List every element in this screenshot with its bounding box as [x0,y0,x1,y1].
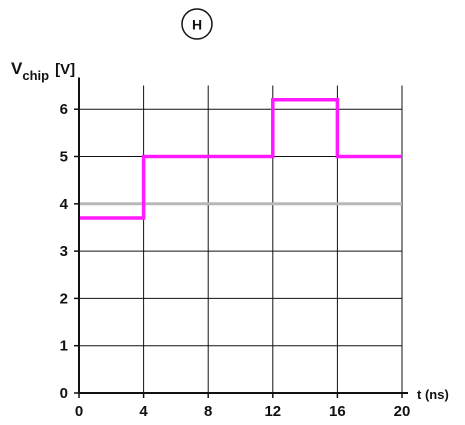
y-tick-label-1: 1 [60,338,68,355]
y-tick-label-5: 5 [60,149,68,166]
series-layer [79,97,402,220]
panel-label: H [181,8,213,40]
x-tick-label-8: 8 [204,403,212,420]
y-axis-label-symbol: V [11,59,23,78]
x-tick-label-16: 16 [329,403,346,420]
y-tick-label-2: 2 [60,290,68,307]
y-axis-label-unit: [V] [55,61,75,78]
y-tick-label-0: 0 [60,385,68,402]
y-tick-label-6: 6 [60,101,68,118]
y-tick-label-4: 4 [60,196,69,213]
x-tick-label-12: 12 [264,403,281,420]
x-tick-label-0: 0 [75,403,83,420]
grid-lines [79,85,403,393]
series-line-0 [79,97,402,220]
y-tick-label-3: 3 [60,243,68,260]
y-axis-label: Vchip [V] [11,59,75,83]
x-axis-label: t (ns) [417,387,449,402]
x-tick-label-20: 20 [394,403,411,420]
panel-label-text: H [192,17,202,33]
panel-label-circle [181,8,213,40]
axes [74,77,408,398]
y-axis-label-subscript: chip [22,68,49,83]
x-tick-label-4: 4 [139,403,148,420]
